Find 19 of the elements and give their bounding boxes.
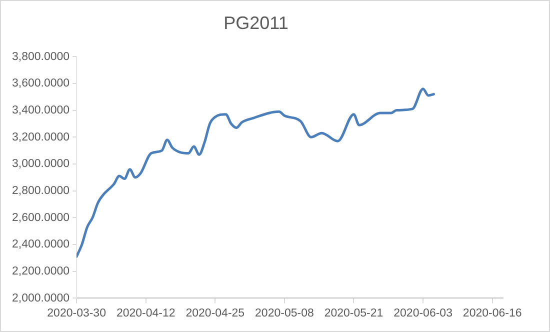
y-tick-label: 3,600.0000 xyxy=(12,78,70,90)
y-tick-label: 2,200.0000 xyxy=(12,266,70,278)
y-tick-label: 2,000.0000 xyxy=(12,292,70,304)
y-tick-label: 3,800.0000 xyxy=(12,50,70,63)
chart-title: PG2011 xyxy=(224,12,288,33)
y-tick-label: 3,000.0000 xyxy=(12,158,70,170)
x-tick-label: 2020-04-25 xyxy=(186,307,245,320)
x-tick-label: 2020-04-12 xyxy=(116,307,176,320)
x-tick-label: 2020-05-21 xyxy=(324,307,384,320)
y-tick-label: 2,400.0000 xyxy=(12,238,70,251)
y-tick-label: 3,200.0000 xyxy=(12,131,70,144)
x-tick-label: 2020-06-03 xyxy=(394,307,452,320)
y-tick-label: 2,600.0000 xyxy=(12,212,70,224)
line-series xyxy=(76,88,435,258)
x-tick-label: 2020-06-16 xyxy=(462,307,522,320)
x-tick-label: 2020-05-08 xyxy=(255,307,314,320)
y-tick-label: 2,800.0000 xyxy=(12,184,70,197)
x-tick-label: 2020-03-30 xyxy=(47,307,106,320)
y-tick-label: 3,400.0000 xyxy=(12,104,70,116)
